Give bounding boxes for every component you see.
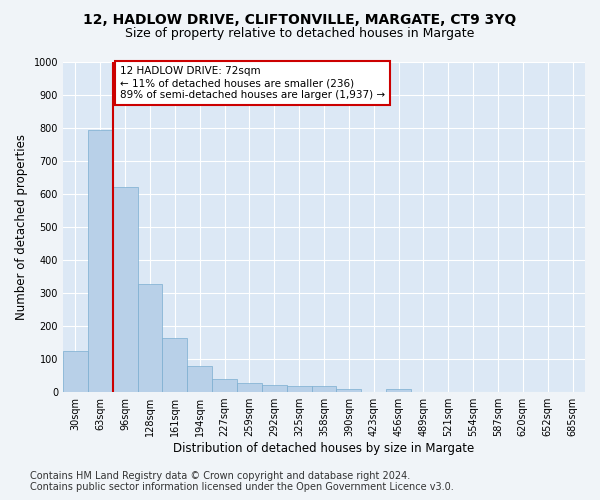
Bar xyxy=(337,389,361,392)
Bar xyxy=(386,389,411,392)
Text: Contains HM Land Registry data © Crown copyright and database right 2024.
Contai: Contains HM Land Registry data © Crown c… xyxy=(30,471,454,492)
Bar xyxy=(287,386,311,392)
Bar xyxy=(113,187,137,392)
Y-axis label: Number of detached properties: Number of detached properties xyxy=(15,134,28,320)
Bar xyxy=(88,130,113,392)
Bar xyxy=(163,338,187,392)
Bar xyxy=(311,386,337,392)
Bar xyxy=(187,366,212,392)
Bar xyxy=(237,383,262,392)
Text: 12, HADLOW DRIVE, CLIFTONVILLE, MARGATE, CT9 3YQ: 12, HADLOW DRIVE, CLIFTONVILLE, MARGATE,… xyxy=(83,12,517,26)
Bar xyxy=(212,379,237,392)
Bar xyxy=(262,386,287,392)
Bar xyxy=(63,351,88,392)
Bar xyxy=(137,284,163,392)
X-axis label: Distribution of detached houses by size in Margate: Distribution of detached houses by size … xyxy=(173,442,475,455)
Text: 12 HADLOW DRIVE: 72sqm
← 11% of detached houses are smaller (236)
89% of semi-de: 12 HADLOW DRIVE: 72sqm ← 11% of detached… xyxy=(120,66,385,100)
Text: Size of property relative to detached houses in Margate: Size of property relative to detached ho… xyxy=(125,28,475,40)
